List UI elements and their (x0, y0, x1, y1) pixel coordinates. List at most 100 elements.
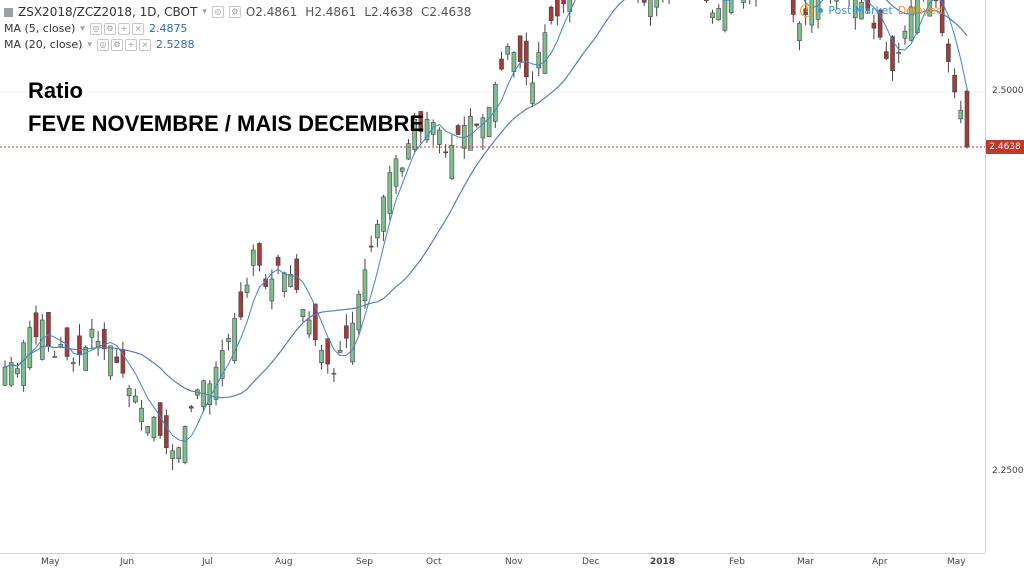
candle-up (393, 158, 399, 187)
candle-up (139, 407, 144, 423)
candle-down (890, 36, 895, 72)
candle-down (871, 22, 877, 29)
ma5-line (4, 0, 968, 443)
candle-up (232, 318, 237, 361)
candle-up (27, 327, 33, 368)
title-line-2: FEVE NOVEMBRE / MAIS DECEMBRE (28, 111, 425, 136)
time-tick-label: Aug (275, 557, 293, 567)
candle-up (362, 269, 368, 301)
chevron-down-icon[interactable]: ▾ (87, 40, 92, 50)
candle-down (474, 123, 479, 126)
candle-up (852, 0, 858, 19)
ma20-legend[interactable]: MA (20, close) ▾ ◎ ⚙ + × 2.5288 (4, 38, 194, 52)
price-tick-label: 2.5000 (992, 86, 1024, 96)
candle-down (939, 0, 945, 34)
chart-annotation-title: Ratio FEVE NOVEMBRE / MAIS DECEMBRE (28, 74, 424, 140)
candle-up (281, 272, 287, 293)
candle-down (704, 0, 709, 2)
candle-up (145, 426, 151, 434)
candlestick-chart[interactable] (0, 0, 985, 553)
candle-up (815, 0, 821, 20)
candle-down (641, 0, 647, 3)
time-tick-label: Oct (426, 557, 442, 567)
candle-down (257, 243, 262, 266)
ma5-value: 2.4875 (148, 22, 188, 35)
candle-up (133, 395, 138, 403)
settings-icon[interactable]: ⚙ (110, 39, 123, 51)
close-icon[interactable]: × (131, 23, 144, 35)
candle-up (381, 196, 386, 232)
add-icon[interactable]: + (124, 39, 137, 51)
candle-down (275, 256, 281, 266)
candle-up (21, 342, 26, 386)
time-tick-label: May (947, 557, 966, 567)
candle-down (884, 51, 889, 59)
ohlc-high: H2.4861 (305, 5, 357, 19)
candle-up (449, 144, 455, 179)
delayed-label: Delayed (897, 4, 943, 17)
candle-up (219, 350, 225, 379)
chevron-down-icon[interactable]: ▾ (80, 24, 85, 34)
candle-up (958, 109, 964, 120)
candle-up (244, 284, 250, 293)
candle-down (313, 303, 318, 341)
candle-down (933, 0, 939, 2)
candle-down (164, 415, 169, 448)
time-tick-label: Jun (120, 557, 135, 567)
candle-up (319, 350, 324, 364)
candle-down (517, 35, 523, 62)
symbol-icon (4, 7, 13, 17)
market-status: ! Post Market Delayed (800, 4, 943, 17)
info-icon[interactable]: ! (800, 4, 814, 17)
ohlc-open: O2.4861 (245, 5, 298, 19)
candle-up (716, 8, 722, 20)
eye-icon[interactable]: ◎ (211, 6, 224, 18)
chevron-down-icon[interactable]: ▾ (202, 7, 207, 17)
chart-pane[interactable]: ZSX2018/ZCZ2018, 1D, CBOT ▾ ◎ ⚙ O2.4861 … (0, 0, 985, 571)
candle-down (102, 328, 107, 350)
time-axis[interactable]: May Jun Jul Aug Sep Oct Nov Dec 2018 Feb Mar Apr May (0, 553, 985, 571)
candle-up (406, 143, 411, 160)
candle-up (83, 347, 88, 371)
settings-icon[interactable]: ⚙ (103, 23, 116, 35)
candle-up (710, 12, 715, 19)
candle-up (859, 2, 864, 20)
time-tick-label: Dec (582, 557, 600, 567)
candle-up (356, 293, 362, 331)
candle-up (226, 337, 231, 342)
candle-down (555, 0, 560, 17)
time-tick-label: Sep (356, 557, 373, 567)
status-dot-icon (818, 8, 824, 13)
candle-up (741, 0, 746, 3)
ma20-value: 2.5288 (155, 38, 195, 51)
ma20-line (4, 0, 968, 399)
candle-up (89, 328, 95, 338)
price-axis[interactable]: 2.5000 2.2500 (985, 0, 1024, 553)
candle-up (412, 119, 417, 151)
candle-down (790, 0, 796, 15)
time-tick-label: Feb (729, 557, 745, 567)
candle-up (182, 426, 188, 463)
ma20-label[interactable]: MA (20, close) (4, 38, 83, 51)
candle-down (64, 327, 70, 357)
candle-up (15, 368, 20, 375)
ma5-label[interactable]: MA (5, close) (4, 22, 76, 35)
close-icon[interactable]: × (138, 39, 151, 51)
candle-down (877, 9, 883, 38)
candle-up (269, 278, 275, 302)
eye-icon[interactable]: ◎ (96, 39, 109, 51)
candle-up (728, 0, 734, 13)
candle-up (493, 84, 498, 122)
add-icon[interactable]: + (117, 23, 130, 35)
symbol-legend[interactable]: ZSX2018/ZCZ2018, 1D, CBOT ▾ ◎ ⚙ O2.4861 … (4, 5, 471, 19)
ohlc-values: O2.4861 H2.4861 L2.4638 C2.4638 (246, 5, 472, 19)
symbol-label[interactable]: ZSX2018/ZCZ2018, 1D, CBOT (18, 5, 198, 19)
ma5-legend[interactable]: MA (5, close) ▾ ◎ ⚙ + × 2.4875 (4, 22, 187, 36)
candle-down (294, 258, 300, 290)
candle-up (437, 129, 442, 145)
candle-up (126, 388, 132, 397)
candle-up (151, 416, 157, 438)
settings-icon[interactable]: ⚙ (228, 6, 241, 18)
eye-icon[interactable]: ◎ (89, 23, 102, 35)
candle-down (499, 58, 504, 70)
